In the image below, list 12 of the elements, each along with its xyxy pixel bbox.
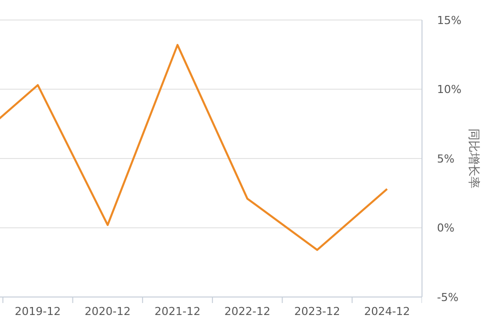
- y-tick-label: 0%: [437, 222, 454, 235]
- x-tick-label: 2023-12: [294, 305, 340, 318]
- x-tick-label: 2022-12: [224, 305, 270, 318]
- y-axis-title: 同比增长率: [467, 128, 481, 188]
- x-tick-label: 2020-12: [84, 305, 131, 318]
- x-tick-label: 2024-12: [364, 305, 410, 318]
- x-tick-label: 2019-12: [14, 305, 61, 318]
- y-tick-label: -5%: [437, 290, 458, 304]
- y-tick-label: 5%: [437, 152, 454, 166]
- y-tick-label: 15%: [437, 14, 462, 27]
- y-tick-label: 10%: [437, 83, 462, 96]
- x-tick-label: 2021-12: [154, 305, 200, 318]
